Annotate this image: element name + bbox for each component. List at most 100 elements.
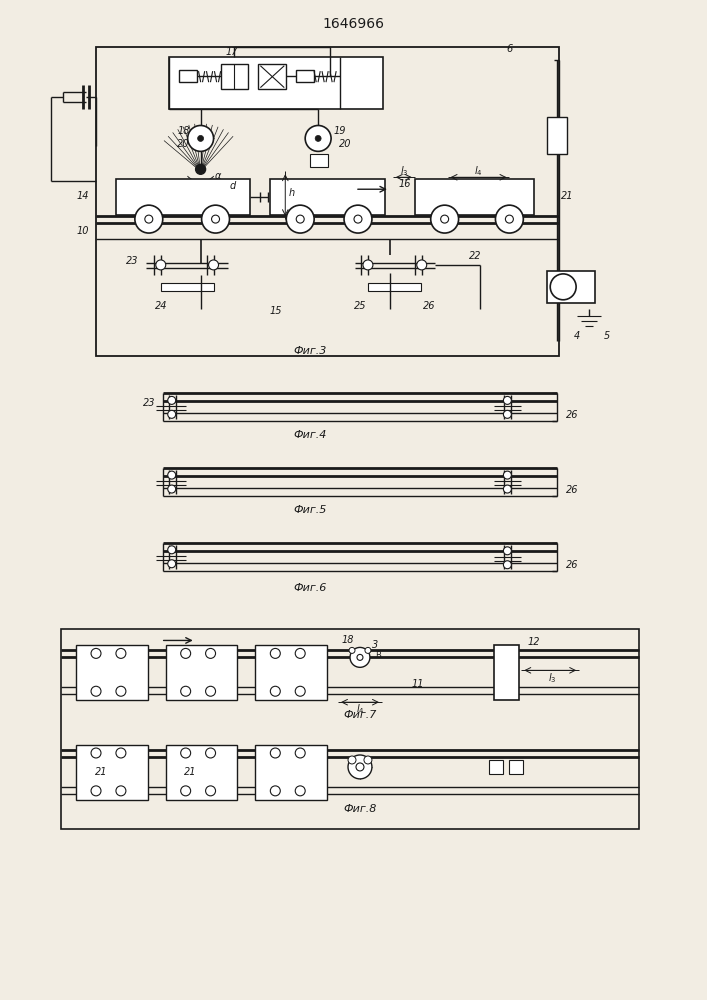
Circle shape — [296, 215, 304, 223]
Text: 18: 18 — [177, 126, 190, 136]
Bar — [165, 745, 238, 800]
Text: 23: 23 — [143, 398, 155, 408]
Circle shape — [305, 125, 331, 151]
Text: 11: 11 — [411, 679, 424, 689]
Circle shape — [270, 748, 280, 758]
Circle shape — [348, 755, 372, 779]
Text: 21: 21 — [185, 767, 197, 777]
Bar — [165, 645, 238, 700]
Bar — [296, 70, 314, 82]
Circle shape — [135, 205, 163, 233]
Bar — [489, 760, 503, 774]
Circle shape — [550, 274, 576, 300]
Bar — [270, 179, 385, 215]
Circle shape — [296, 748, 305, 758]
Circle shape — [168, 546, 176, 554]
Circle shape — [503, 396, 511, 404]
Text: 1646966: 1646966 — [322, 17, 384, 31]
Circle shape — [503, 561, 511, 569]
Circle shape — [503, 485, 511, 493]
Text: 19: 19 — [334, 126, 346, 136]
Circle shape — [354, 215, 362, 223]
Circle shape — [181, 648, 191, 658]
Circle shape — [348, 756, 356, 764]
Circle shape — [187, 125, 214, 151]
Text: B: B — [375, 651, 381, 660]
Circle shape — [296, 786, 305, 796]
Bar — [76, 645, 148, 700]
Text: Фиг.5: Фиг.5 — [293, 505, 327, 515]
Bar — [116, 179, 250, 215]
Circle shape — [116, 786, 126, 796]
Text: Фиг.7: Фиг.7 — [344, 710, 377, 720]
Circle shape — [91, 748, 101, 758]
Bar — [255, 745, 327, 800]
Bar — [547, 271, 595, 303]
Text: Фиг.3: Фиг.3 — [293, 346, 327, 356]
Circle shape — [116, 748, 126, 758]
Text: $l_3$: $l_3$ — [548, 671, 556, 685]
Text: d: d — [229, 181, 235, 191]
Text: 5: 5 — [604, 331, 610, 341]
Circle shape — [349, 647, 355, 653]
Circle shape — [440, 215, 449, 223]
Bar — [310, 154, 328, 167]
Circle shape — [503, 410, 511, 418]
Text: 6: 6 — [506, 44, 513, 54]
Circle shape — [416, 260, 427, 270]
Circle shape — [296, 686, 305, 696]
Circle shape — [181, 748, 191, 758]
Circle shape — [286, 205, 314, 233]
Circle shape — [344, 205, 372, 233]
Circle shape — [209, 260, 218, 270]
Circle shape — [356, 763, 364, 771]
Bar — [258, 64, 286, 89]
Text: 12: 12 — [527, 637, 540, 647]
Text: 26: 26 — [423, 301, 436, 311]
Circle shape — [201, 205, 230, 233]
Circle shape — [315, 135, 321, 141]
Text: 16: 16 — [399, 179, 411, 189]
Bar — [221, 64, 248, 89]
Circle shape — [296, 648, 305, 658]
Bar — [76, 745, 148, 800]
Circle shape — [364, 756, 372, 764]
Text: $l_3$: $l_3$ — [399, 164, 408, 178]
Circle shape — [168, 396, 176, 404]
Bar — [96, 47, 559, 356]
Text: 22: 22 — [469, 251, 481, 261]
Text: $l_4$: $l_4$ — [356, 702, 364, 716]
Text: 23: 23 — [127, 256, 139, 266]
Text: h: h — [288, 188, 294, 198]
Text: 18: 18 — [341, 635, 354, 645]
Circle shape — [168, 560, 176, 568]
Bar — [547, 117, 567, 154]
Text: Фиг.4: Фиг.4 — [293, 430, 327, 440]
Circle shape — [168, 410, 176, 418]
Circle shape — [206, 648, 216, 658]
Circle shape — [270, 648, 280, 658]
Circle shape — [270, 686, 280, 696]
Text: 26: 26 — [566, 410, 578, 420]
Circle shape — [91, 686, 101, 696]
Text: 3: 3 — [372, 640, 378, 650]
Circle shape — [496, 205, 523, 233]
Bar — [255, 645, 327, 700]
Circle shape — [116, 686, 126, 696]
Circle shape — [211, 215, 220, 223]
Text: 4: 4 — [574, 331, 580, 341]
Circle shape — [363, 260, 373, 270]
Circle shape — [156, 260, 165, 270]
Text: 14: 14 — [76, 191, 89, 201]
Bar — [415, 179, 534, 215]
Text: 21: 21 — [561, 191, 573, 201]
Bar — [509, 760, 523, 774]
Circle shape — [196, 164, 206, 174]
Text: $\alpha$: $\alpha$ — [214, 171, 223, 181]
Text: 24: 24 — [155, 301, 167, 311]
Circle shape — [206, 686, 216, 696]
Bar — [160, 283, 214, 291]
Text: $l_4$: $l_4$ — [474, 164, 483, 178]
Circle shape — [365, 647, 371, 653]
Circle shape — [206, 748, 216, 758]
